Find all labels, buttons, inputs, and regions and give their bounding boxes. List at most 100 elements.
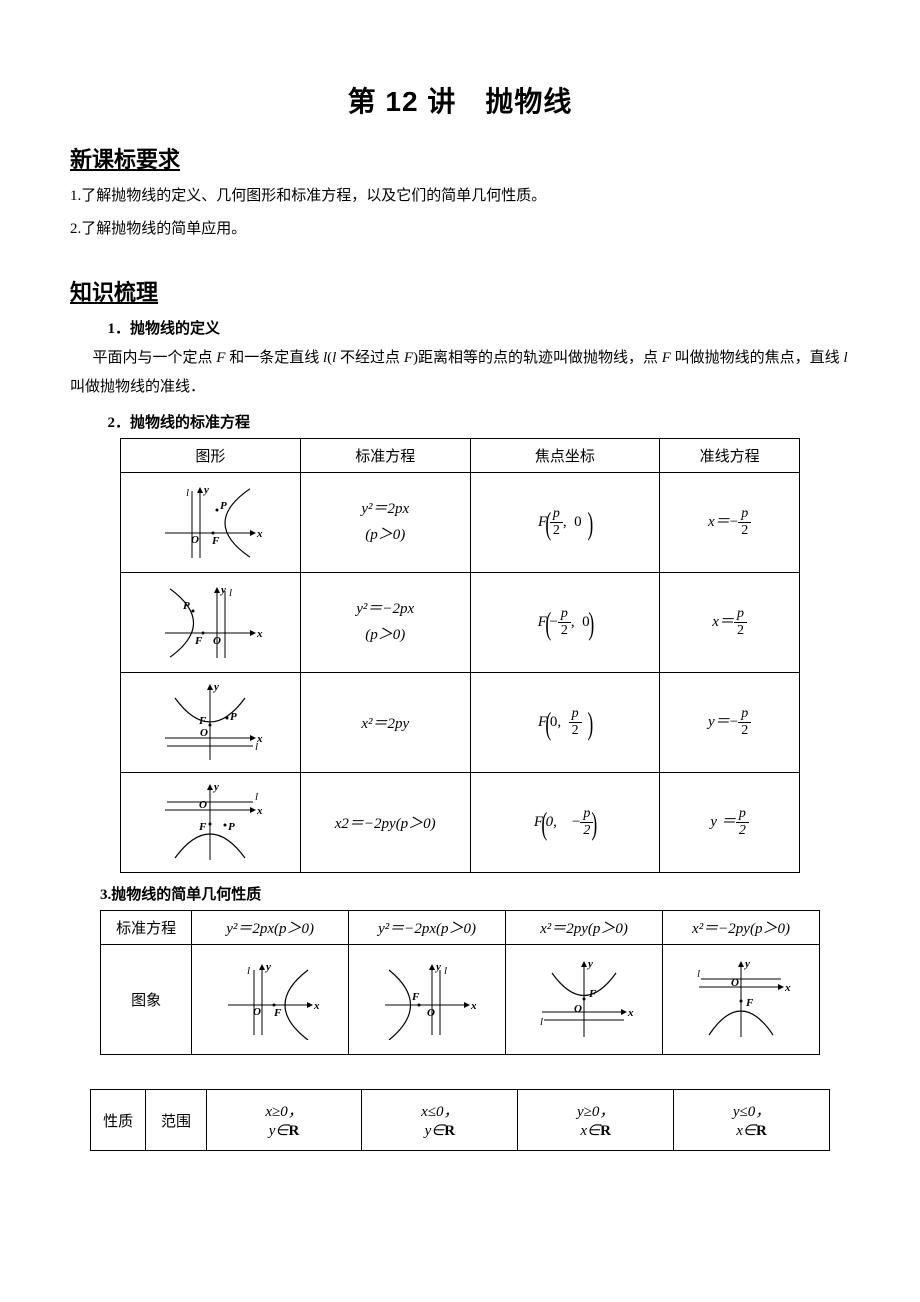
sym-F-3: F bbox=[662, 350, 671, 366]
subhead-1: 1．抛物线的定义 bbox=[70, 317, 850, 338]
svg-text:P: P bbox=[183, 600, 190, 612]
eq-cell: x²＝−2py(p＞0) bbox=[663, 911, 820, 945]
row-header-graph: 图象 bbox=[101, 945, 192, 1055]
sym-F-2: F bbox=[404, 350, 413, 366]
svg-text:O: O bbox=[191, 534, 199, 546]
svg-text:F: F bbox=[211, 535, 220, 547]
properties-table: 标准方程 y²＝2px(p＞0) y²＝−2px(p＞0) x²＝2py(p＞0… bbox=[100, 910, 820, 1055]
svg-text:l: l bbox=[186, 487, 189, 499]
def-text-a: 平面内与一个定点 bbox=[93, 350, 217, 366]
figure-cell: x y l O F bbox=[663, 945, 820, 1055]
svg-text:F: F bbox=[194, 635, 203, 647]
def-text-e: 叫做抛物线的焦点，直线 bbox=[671, 350, 844, 366]
svg-text:l: l bbox=[255, 791, 258, 803]
svg-text:P: P bbox=[230, 711, 237, 723]
svg-text:l: l bbox=[247, 965, 250, 977]
row-header-range: 范围 bbox=[146, 1090, 206, 1151]
parabola-down-icon: x y l O F P bbox=[155, 780, 265, 865]
range-cell: y≥0， x∈R bbox=[518, 1090, 674, 1151]
svg-text:F: F bbox=[198, 715, 207, 727]
svg-text:y: y bbox=[586, 958, 593, 970]
parabola-right-icon: x y l O F P bbox=[155, 483, 265, 563]
svg-text:P: P bbox=[228, 821, 235, 833]
figure-cell: x y l O F P bbox=[121, 573, 301, 673]
focus-cell: F(−p2, 0) bbox=[470, 573, 660, 673]
subhead-3: 3.抛物线的简单几何性质 bbox=[70, 883, 850, 904]
def-text-d: 距离相等的点的轨迹叫做抛物线，点 bbox=[418, 350, 662, 366]
svg-text:x: x bbox=[784, 982, 791, 994]
figure-cell: x y l O F P bbox=[121, 473, 301, 573]
equation-cell: x²＝2py bbox=[300, 673, 470, 773]
svg-text:x: x bbox=[470, 1000, 477, 1012]
page: 第 12 讲 抛物线 新课标要求 1.了解抛物线的定义、几何图形和标准方程，以及… bbox=[0, 0, 920, 1201]
svg-text:l: l bbox=[697, 968, 700, 980]
directrix-cell: y＝−p2 bbox=[660, 673, 800, 773]
eq-cell: x²＝2py(p＞0) bbox=[506, 911, 663, 945]
def-text-b: 和一条定直线 bbox=[225, 350, 323, 366]
table-row: x y l O F P x²＝2py F(0, p2 ) y＝−p2 bbox=[121, 673, 800, 773]
eq-cell: y²＝−2px(p＞0) bbox=[349, 911, 506, 945]
svg-text:x: x bbox=[313, 1000, 320, 1012]
parabola-up-icon: x y l O F P bbox=[155, 680, 265, 765]
col-header-directrix: 准线方程 bbox=[660, 439, 800, 473]
range-cell: x≤0， y∈R bbox=[362, 1090, 518, 1151]
equation-cell: y²＝2px (p＞0) bbox=[300, 473, 470, 573]
parabola-left-icon: x y l O F P bbox=[155, 583, 265, 663]
svg-text:F: F bbox=[198, 821, 207, 833]
figure-cell: x y l O F P bbox=[121, 773, 301, 873]
directrix-cell: x＝−p2 bbox=[660, 473, 800, 573]
figure-cell: x y l O F P bbox=[121, 673, 301, 773]
svg-text:O: O bbox=[731, 977, 739, 989]
svg-text:x: x bbox=[256, 628, 263, 640]
section-header-requirements: 新课标要求 bbox=[70, 142, 850, 174]
svg-text:x: x bbox=[256, 528, 263, 540]
figure-cell: x y l O F bbox=[506, 945, 663, 1055]
equation-cell: y²＝−2px (p＞0) bbox=[300, 573, 470, 673]
svg-text:F: F bbox=[411, 991, 420, 1003]
directrix-cell: x＝p2 bbox=[660, 573, 800, 673]
table-row: x y l O F P y²＝−2px (p＞0) F(−p2, 0) x＝p2 bbox=[121, 573, 800, 673]
subhead-2: 2．抛物线的标准方程 bbox=[70, 411, 850, 432]
svg-text:l: l bbox=[444, 965, 447, 977]
svg-text:O: O bbox=[200, 727, 208, 739]
col-header-equation: 标准方程 bbox=[300, 439, 470, 473]
requirement-1: 1.了解抛物线的定义、几何图形和标准方程，以及它们的简单几何性质。 bbox=[70, 182, 850, 211]
section-header-knowledge: 知识梳理 bbox=[70, 275, 850, 307]
requirement-2: 2.了解抛物线的简单应用。 bbox=[70, 215, 850, 244]
svg-text:y: y bbox=[202, 484, 209, 496]
def-text-c: 不经过点 bbox=[336, 350, 404, 366]
svg-text:P: P bbox=[220, 500, 227, 512]
svg-text:F: F bbox=[273, 1007, 282, 1019]
focus-cell: F(0, −p2) bbox=[470, 773, 660, 873]
svg-text:l: l bbox=[540, 1016, 543, 1028]
svg-text:x: x bbox=[627, 1007, 634, 1019]
svg-text:F: F bbox=[745, 997, 754, 1009]
definition-paragraph: 平面内与一个定点 F 和一条定直线 l(l 不经过点 F)距离相等的点的轨迹叫做… bbox=[70, 344, 850, 401]
parabola-right-icon: x y l O F bbox=[220, 960, 320, 1040]
figure-cell: x y l O F bbox=[192, 945, 349, 1055]
range-table: 性质 范围 x≥0， y∈R x≤0， y∈R y≥0， x∈R y≤0， x∈… bbox=[90, 1089, 830, 1151]
svg-text:y: y bbox=[219, 584, 226, 596]
svg-text:y: y bbox=[212, 781, 219, 793]
focus-cell: F(p2, 0 ) bbox=[470, 473, 660, 573]
parabola-up-icon: x y l O F bbox=[534, 957, 634, 1042]
col-header-focus: 焦点坐标 bbox=[470, 439, 660, 473]
svg-text:l: l bbox=[255, 741, 258, 753]
table-row: x y l O F P y²＝2px (p＞0) F(p2, 0 ) x＝−p2 bbox=[121, 473, 800, 573]
table-row: x y l O F P x2＝−2py(p＞0) F(0, −p2) y ＝p2 bbox=[121, 773, 800, 873]
svg-text:O: O bbox=[427, 1007, 435, 1019]
table-row: 标准方程 y²＝2px(p＞0) y²＝−2px(p＞0) x²＝2py(p＞0… bbox=[101, 911, 820, 945]
svg-text:y: y bbox=[212, 681, 219, 693]
svg-text:x: x bbox=[256, 805, 263, 817]
directrix-cell: y ＝p2 bbox=[660, 773, 800, 873]
equation-cell: x2＝−2py(p＞0) bbox=[300, 773, 470, 873]
eq-cell: y²＝2px(p＞0) bbox=[192, 911, 349, 945]
svg-text:y: y bbox=[264, 961, 271, 973]
parabola-left-icon: x y l O F bbox=[377, 960, 477, 1040]
svg-text:l: l bbox=[229, 587, 232, 599]
table-row: 图象 x y l O F bbox=[101, 945, 820, 1055]
range-cell: y≤0， x∈R bbox=[674, 1090, 830, 1151]
parabola-down-icon: x y l O F bbox=[691, 957, 791, 1042]
def-text-f: 叫做抛物线的准线． bbox=[70, 379, 205, 395]
svg-text:O: O bbox=[574, 1003, 582, 1015]
